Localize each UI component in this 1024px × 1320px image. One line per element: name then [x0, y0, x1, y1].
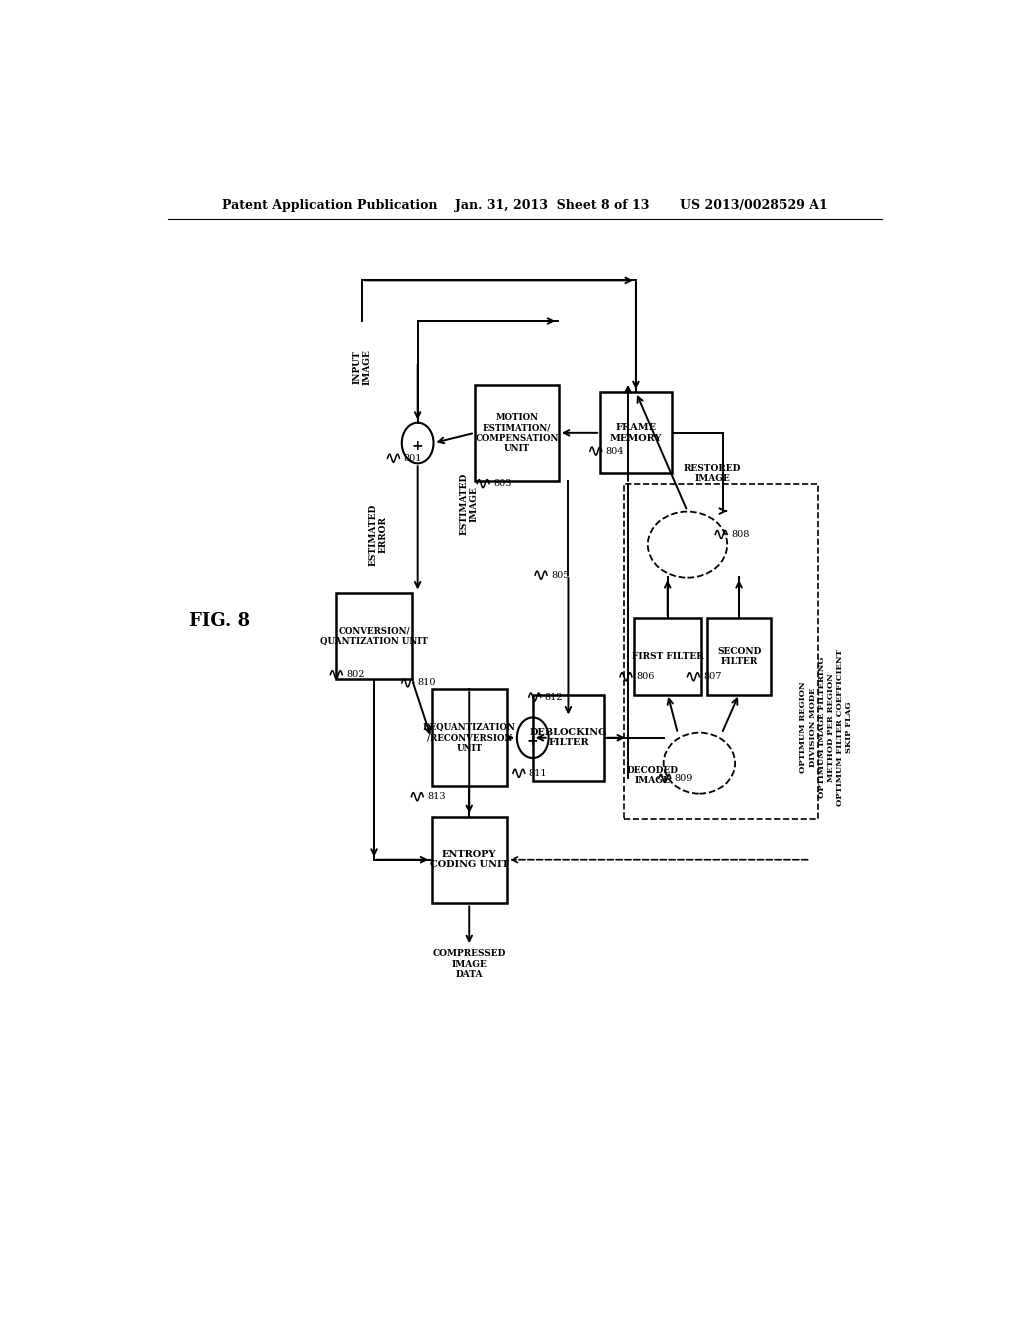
Text: 805: 805: [551, 570, 569, 579]
Text: INPUT
IMAGE: INPUT IMAGE: [352, 348, 372, 384]
Text: 810: 810: [418, 678, 436, 688]
Text: MOTION
ESTIMATION/
COMPENSATION
UNIT: MOTION ESTIMATION/ COMPENSATION UNIT: [475, 413, 558, 453]
Text: 813: 813: [427, 792, 445, 801]
Text: ESTIMATED
ERROR: ESTIMATED ERROR: [369, 503, 388, 565]
Text: 808: 808: [731, 529, 750, 539]
Text: SECOND
FILTER: SECOND FILTER: [717, 647, 761, 667]
Text: DECODED
IMAGE: DECODED IMAGE: [627, 766, 678, 785]
Ellipse shape: [648, 512, 727, 578]
Text: COMPRESSED
IMAGE
DATA: COMPRESSED IMAGE DATA: [432, 949, 506, 979]
Bar: [475, 384, 558, 480]
Text: 812: 812: [545, 693, 563, 702]
Text: Patent Application Publication    Jan. 31, 2013  Sheet 8 of 13       US 2013/002: Patent Application Publication Jan. 31, …: [222, 198, 827, 211]
Text: FIG. 8: FIG. 8: [188, 612, 250, 630]
Text: 803: 803: [494, 479, 512, 488]
Text: OPTIMUM REGION
DIVISION MODE
OPTIMUM IMAGE FILTERING
METHOD PER REGION
OPTIMUM F: OPTIMUM REGION DIVISION MODE OPTIMUM IMA…: [800, 649, 853, 807]
Text: 807: 807: [703, 672, 722, 681]
Bar: [336, 593, 412, 680]
Text: 806: 806: [636, 672, 654, 681]
Text: 802: 802: [346, 671, 365, 680]
Bar: [634, 618, 701, 694]
Text: RESTORED
IMAGE: RESTORED IMAGE: [684, 463, 741, 483]
Bar: [431, 817, 507, 903]
Text: DEQUANTIZATION
/RECONVERSION
UNIT: DEQUANTIZATION /RECONVERSION UNIT: [423, 723, 516, 752]
Text: 804: 804: [606, 446, 625, 455]
Ellipse shape: [664, 733, 735, 793]
Bar: [600, 392, 672, 474]
Bar: [532, 694, 604, 781]
Text: CONVERSION/
QUANTIZATION UNIT: CONVERSION/ QUANTIZATION UNIT: [321, 627, 428, 645]
Text: 811: 811: [528, 768, 548, 777]
Bar: [431, 689, 507, 785]
Text: FIRST FILTER: FIRST FILTER: [632, 652, 703, 661]
Text: +: +: [412, 440, 424, 453]
Text: DEBLOCKING
FILTER: DEBLOCKING FILTER: [529, 729, 607, 747]
Text: 809: 809: [675, 774, 693, 783]
Bar: [708, 618, 771, 694]
Text: ENTROPY
CODING UNIT: ENTROPY CODING UNIT: [430, 850, 509, 870]
Bar: [624, 483, 818, 818]
Text: FRAME
MEMORY: FRAME MEMORY: [609, 424, 663, 442]
Text: ESTIMATED
IMAGE: ESTIMATED IMAGE: [460, 473, 479, 535]
Text: +: +: [527, 734, 539, 748]
Text: 801: 801: [403, 454, 422, 463]
